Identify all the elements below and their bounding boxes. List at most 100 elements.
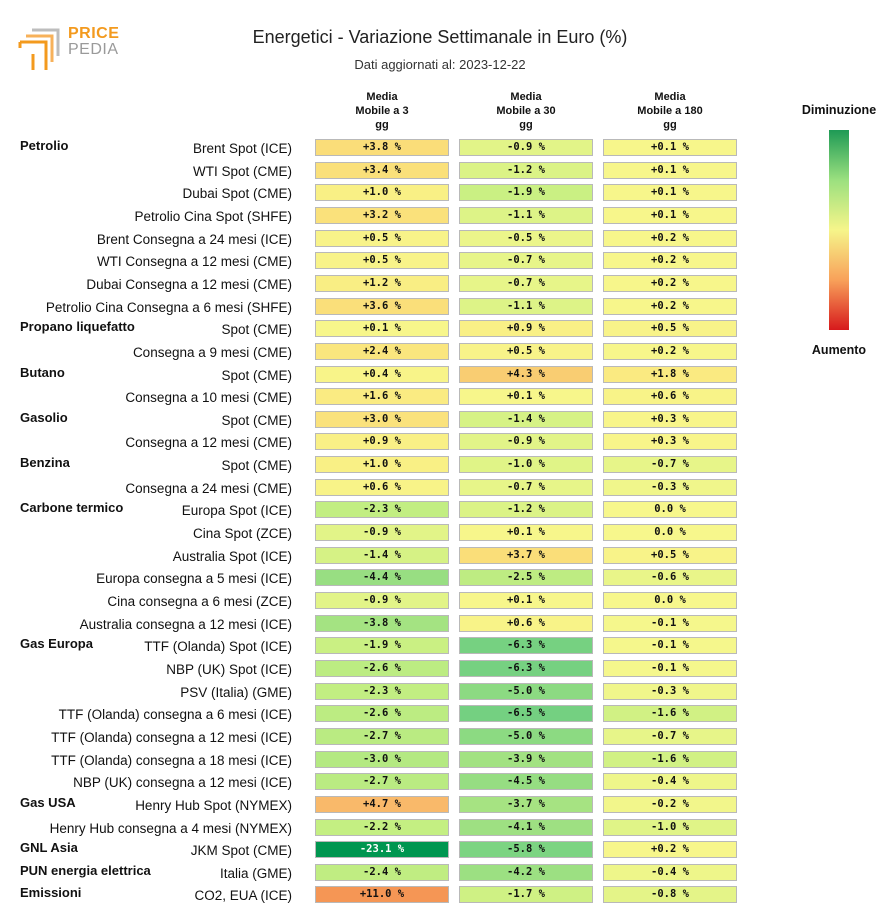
heatmap-cell: +0.9 %	[459, 320, 593, 338]
heatmap-cell: +0.6 %	[603, 388, 737, 406]
heatmap-cell: -0.4 %	[603, 863, 737, 881]
row-label: Europa consegna a 5 mesi (ICE)	[96, 571, 292, 587]
group-label: PUN energia elettrica	[20, 862, 151, 878]
heatmap-cell: +3.6 %	[315, 297, 449, 315]
row-label: WTI Consegna a 12 mesi (CME)	[96, 254, 292, 270]
row-label: Spot (CME)	[221, 458, 292, 474]
group-label: Gasolio	[20, 409, 68, 425]
heatmap-cell: +0.3 %	[603, 410, 737, 428]
heatmap-cell: -0.1 %	[603, 659, 737, 677]
group-label: Carbone termico	[20, 500, 124, 516]
heatmap-cell: +3.2 %	[315, 206, 449, 224]
row-label: Spot (CME)	[221, 367, 292, 383]
logo-line1: PRICE	[68, 25, 120, 42]
heatmap-cell: -1.4 %	[315, 546, 449, 564]
heatmap-cell: -0.7 %	[603, 456, 737, 474]
heatmap-cell: -1.9 %	[315, 637, 449, 655]
heatmap-cell: -2.4 %	[315, 863, 449, 881]
heatmap-cell: -6.3 %	[459, 659, 593, 677]
heatmap-cell: -2.6 %	[315, 705, 449, 723]
column-header-2: Media Mobile a 30 gg	[496, 91, 556, 131]
heatmap-cell: +0.2 %	[603, 342, 737, 360]
heatmap-cell: +0.1 %	[603, 206, 737, 224]
heatmap-cell: -23.1 %	[315, 841, 449, 859]
heatmap-cell: -2.2 %	[315, 818, 449, 836]
heatmap-cell: +0.6 %	[315, 478, 449, 496]
heatmap-cell: +2.4 %	[315, 342, 449, 360]
heatmap-cell: +0.1 %	[459, 592, 593, 609]
heatmap-cell: +0.1 %	[603, 184, 737, 202]
heatmap-cell: -3.9 %	[459, 750, 593, 768]
row-label: NBP (UK) consegna a 12 mesi (ICE)	[73, 775, 292, 791]
heatmap-cell: -0.7 %	[459, 274, 593, 292]
heatmap-cell: +3.8 %	[315, 139, 449, 156]
row-label: TTF (Olanda) consegna a 18 mesi (ICE)	[51, 752, 292, 768]
heatmap-cell: -3.7 %	[459, 795, 593, 813]
row-label: Australia consegna a 12 mesi (ICE)	[79, 616, 292, 632]
heatmap-cell: -2.6 %	[315, 659, 449, 677]
heatmap-cell: +3.7 %	[459, 546, 593, 564]
row-label: Dubai Consegna a 12 mesi (CME)	[86, 276, 292, 292]
row-label: Italia (GME)	[219, 865, 292, 881]
heatmap-cell: -2.7 %	[315, 773, 449, 791]
heatmap-cell: -6.3 %	[459, 637, 593, 655]
legend-color-scale	[829, 130, 849, 330]
heatmap-cell: +0.1 %	[603, 139, 737, 156]
heatmap-cell: -2.7 %	[315, 727, 449, 745]
row-label: Consegna a 9 mesi (CME)	[132, 344, 292, 360]
row-label: TTF (Olanda) consegna a 6 mesi (ICE)	[58, 707, 292, 723]
group-label: Gas USA	[20, 794, 76, 810]
group-label: GNL Asia	[20, 840, 78, 856]
heatmap-cell: -0.5 %	[459, 229, 593, 247]
heatmap-cell: -1.0 %	[603, 818, 737, 836]
chart-title: Energetici - Variazione Settimanale in E…	[252, 27, 628, 47]
group-label: Propano liquefatto	[20, 319, 135, 335]
group-label: Butano	[20, 364, 65, 380]
heatmap-cell: +0.1 %	[459, 524, 593, 542]
row-label: JKM Spot (CME)	[190, 843, 292, 859]
row-label: Cina Spot (ZCE)	[192, 526, 292, 542]
heatmap-cell: -1.0 %	[459, 456, 593, 474]
heatmap-cell: +0.3 %	[603, 433, 737, 451]
row-label: WTI Spot (CME)	[192, 163, 292, 179]
heatmap-cell: -0.9 %	[459, 139, 593, 156]
heatmap-cell: +0.5 %	[315, 252, 449, 270]
heatmap-cell: 0.0 %	[603, 501, 737, 519]
heatmap-cell: +4.7 %	[315, 795, 449, 813]
heatmap-cell: +1.2 %	[315, 274, 449, 292]
heatmap-cell: -6.5 %	[459, 705, 593, 723]
row-label: Brent Spot (ICE)	[192, 141, 292, 156]
group-label: Petrolio	[20, 138, 69, 153]
heatmap-cell: +0.1 %	[603, 161, 737, 179]
heatmap-cell: -5.8 %	[459, 841, 593, 859]
heatmap-cell: +0.2 %	[603, 274, 737, 292]
heatmap-cell: +3.4 %	[315, 161, 449, 179]
heatmap-cell: +4.3 %	[459, 365, 593, 383]
logo-wordmark: PRICE PEDIA	[68, 26, 119, 58]
heatmap-cell: +0.2 %	[603, 841, 737, 859]
row-label: Consegna a 12 mesi (CME)	[125, 435, 292, 451]
heatmap-cell: -4.4 %	[315, 569, 449, 587]
heatmap-cell: -4.2 %	[459, 863, 593, 881]
row-label: Petrolio Cina Spot (SHFE)	[134, 208, 292, 224]
row-label: Spot (CME)	[221, 412, 292, 428]
row-label: Europa Spot (ICE)	[181, 503, 292, 519]
logo-line2: PEDIA	[68, 41, 119, 58]
column-header-3: Media Mobile a 180 gg	[637, 91, 703, 131]
heatmap-cell: -0.9 %	[315, 592, 449, 609]
row-label: Henry Hub consegna a 4 mesi (NYMEX)	[49, 820, 292, 836]
heatmap-cell: -1.1 %	[459, 297, 593, 315]
heatmap-cell: +0.6 %	[459, 614, 593, 632]
heatmap-cell: -0.1 %	[603, 614, 737, 632]
group-label: Gas Europa	[20, 636, 93, 652]
heatmap-cell: -1.1 %	[459, 206, 593, 224]
row-label: Dubai Spot (CME)	[182, 186, 292, 202]
heatmap-cell: -1.6 %	[603, 705, 737, 723]
legend-top-label: Diminuzione	[801, 103, 877, 117]
heatmap-cell: +1.0 %	[315, 184, 449, 202]
chart-subtitle: Dati aggiornati al: 2023-12-22	[354, 57, 526, 72]
heatmap-cell: -4.5 %	[459, 773, 593, 791]
row-label: TTF (Olanda) consegna a 12 mesi (ICE)	[51, 729, 292, 745]
heatmap-cell: 0.0 %	[603, 592, 737, 609]
row-label: Consegna a 10 mesi (CME)	[125, 390, 292, 406]
